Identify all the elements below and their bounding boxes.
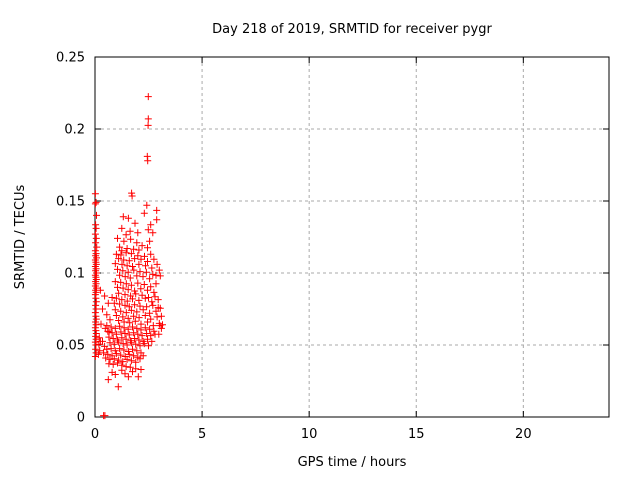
x-tick-label: 20 xyxy=(515,427,532,442)
x-tick-label: 15 xyxy=(408,427,425,442)
y-tick-label: 0.25 xyxy=(56,51,85,66)
y-axis-label: SRMTID / TECUs xyxy=(13,185,28,290)
plot-border xyxy=(94,56,610,418)
y-tick-label: 0 xyxy=(77,411,85,426)
y-tick-label: 0.1 xyxy=(64,267,85,282)
x-tick-label: 10 xyxy=(301,427,318,442)
x-tick-label: 5 xyxy=(198,427,206,442)
x-axis-label: GPS time / hours xyxy=(298,455,407,470)
x-tick-label: 0 xyxy=(91,427,99,442)
y-tick-label: 0.15 xyxy=(56,195,85,210)
y-tick-label: 0.2 xyxy=(64,123,85,138)
y-tick-label: 0.05 xyxy=(56,339,85,354)
chart-title: Day 218 of 2019, SRMTID for receiver pyg… xyxy=(212,22,492,37)
plot-area: 0 5 10 15 20 0 0.05 0.1 0.15 0.2 0.25 xyxy=(56,51,610,442)
scatter-points-SRMTID xyxy=(91,93,166,420)
